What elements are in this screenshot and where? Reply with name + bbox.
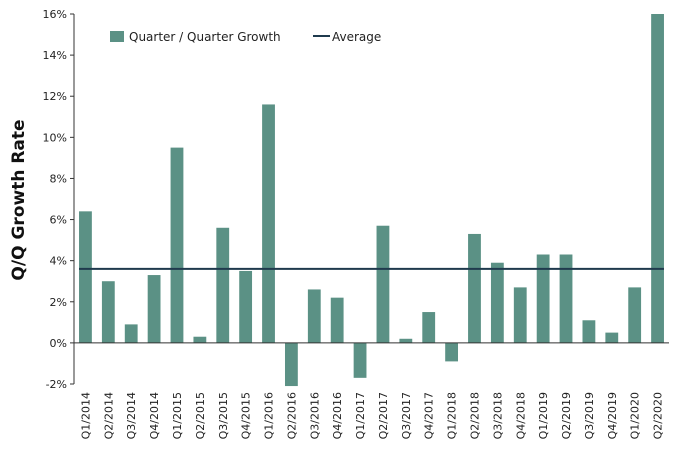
bar-Q2-2014 [101,281,115,343]
x-tick-label: Q3/2019 [583,392,596,439]
y-axis-label: Q/Q Growth Rate [9,119,29,280]
bar-Q1-2015 [170,147,184,343]
y-tick-label: 12% [43,90,67,103]
x-axis-ticks: Q1/2014 Q2/2014 Q3/2014 Q4/2014 Q1/2015 Q2/20… [79,392,664,439]
bar-Q4-2019 [605,332,619,343]
legend-bar-swatch [110,31,124,42]
legend-average-label: Average [332,30,381,44]
x-tick-label: Q4/2016 [331,392,344,439]
x-tick-label: Q1/2015 [171,392,184,439]
x-tick-label: Q1/2019 [537,392,550,439]
x-tick-label: Q2/2015 [194,392,207,439]
legend-bar-label: Quarter / Quarter Growth [129,30,281,44]
bar-Q4-2014 [147,275,161,343]
legend: Quarter / Quarter Growth Average [110,30,381,44]
y-tick-label: 4% [50,255,67,268]
y-axis-ticks: -2% 0% 2% 4% 6% 8% 10% 12% 14% 16% [43,8,74,391]
x-tick-label: Q4/2019 [606,392,619,439]
x-tick-label: Q3/2017 [400,392,413,439]
bar-Q2-2020 [651,14,664,343]
y-tick-label: 16% [43,8,67,21]
bar-Q3-2016 [307,289,321,343]
bar-Q3-2019 [582,320,596,343]
x-tick-label: Q1/2017 [354,392,367,439]
bar-Q3-2015 [216,227,230,343]
x-tick-label: Q4/2018 [514,392,527,439]
bar-Q1-2020 [628,287,642,343]
bar-series [79,14,664,387]
x-tick-label: Q2/2019 [560,392,573,439]
x-tick-label: Q1/2014 [79,392,92,439]
x-tick-label: Q4/2017 [423,392,436,439]
bar-Q2-2015 [193,336,207,343]
bar-Q2-2017 [376,225,390,343]
bar-Q3-2017 [399,338,413,343]
bar-Q3-2014 [124,324,138,343]
bar-Q3-2018 [490,262,504,343]
y-tick-label: 2% [50,296,67,309]
x-tick-label: Q4/2014 [148,392,161,439]
x-tick-label: Q3/2014 [125,392,138,439]
y-tick-label: 10% [43,131,67,144]
bar-Q1-2019 [536,254,550,343]
bar-Q4-2016 [330,297,344,343]
bar-Q1-2017 [353,342,367,378]
x-tick-label: Q2/2014 [102,392,115,439]
x-tick-label: Q3/2015 [217,392,230,439]
bar-Q4-2015 [239,270,253,343]
axes [73,14,669,384]
bar-Q4-2018 [513,287,527,343]
x-tick-label: Q1/2020 [629,392,642,439]
bar-Q1-2018 [445,342,459,362]
x-tick-label: Q1/2018 [446,392,459,439]
bar-Q1-2016 [262,104,275,343]
bar-Q1-2014 [79,211,92,343]
y-tick-label: 0% [50,337,67,350]
bar-Q2-2019 [559,254,573,343]
bar-Q4-2017 [422,312,436,343]
x-tick-label: Q1/2016 [263,392,276,439]
x-tick-label: Q2/2016 [285,392,298,439]
y-tick-label: -2% [46,378,67,391]
y-tick-label: 8% [50,172,67,185]
x-tick-label: Q2/2020 [652,392,665,439]
bar-Q2-2018 [468,233,481,343]
y-tick-label: 14% [43,49,67,62]
x-tick-label: Q2/2018 [468,392,481,439]
x-tick-label: Q2/2017 [377,392,390,439]
x-tick-label: Q4/2015 [240,392,253,439]
bar-Q2-2016 [284,342,298,387]
x-tick-label: Q3/2016 [308,392,321,439]
y-tick-label: 6% [50,214,67,227]
x-tick-label: Q3/2018 [491,392,504,439]
